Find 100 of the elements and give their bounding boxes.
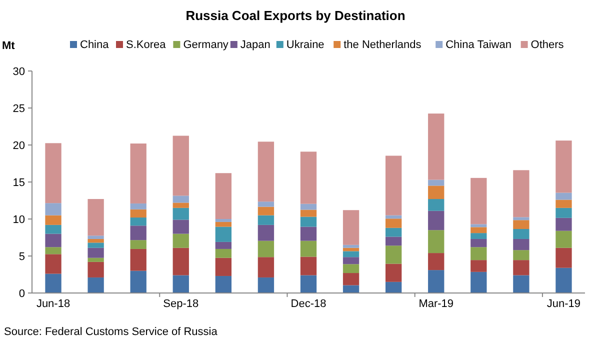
bar xyxy=(172,136,189,196)
legend-label: S.Korea xyxy=(126,39,167,51)
y-tick-label: 25 xyxy=(12,103,25,115)
bar xyxy=(88,248,104,258)
x-tick-label: Dec-18 xyxy=(290,298,326,310)
legend-label: Others xyxy=(530,39,564,51)
legend-label: China Taiwan xyxy=(446,39,512,51)
bar xyxy=(258,142,274,202)
y-tick-label: 5 xyxy=(18,251,25,263)
bar xyxy=(556,140,572,193)
bar xyxy=(172,234,189,248)
bar xyxy=(342,264,360,274)
bar xyxy=(428,180,444,186)
legend-label: the Netherlands xyxy=(344,39,422,51)
bar xyxy=(88,277,104,293)
bar xyxy=(215,248,232,258)
bar xyxy=(513,238,530,250)
bar xyxy=(130,209,146,218)
bar xyxy=(470,247,487,260)
bar xyxy=(556,208,572,218)
bar xyxy=(172,208,189,220)
bar xyxy=(428,230,444,254)
legend-label: Ukraine xyxy=(286,39,324,51)
bar xyxy=(342,210,360,245)
bar xyxy=(342,244,360,248)
legend-label: China xyxy=(80,39,110,51)
bar xyxy=(300,152,317,204)
bar xyxy=(513,260,530,276)
bar xyxy=(300,226,317,241)
bar xyxy=(470,272,487,293)
bar xyxy=(428,210,444,230)
x-tick-label: Sep-18 xyxy=(163,298,199,310)
bar xyxy=(45,274,62,293)
bar xyxy=(45,143,62,204)
legend-label: Japan xyxy=(240,39,270,51)
bar xyxy=(258,202,274,207)
bar xyxy=(470,178,487,224)
bar xyxy=(470,260,487,272)
y-axis-title: Mt xyxy=(2,40,16,52)
bar xyxy=(258,257,274,278)
y-tick-label: 20 xyxy=(12,140,25,152)
x-tick-label: Mar-19 xyxy=(418,298,454,310)
bar xyxy=(428,270,444,293)
bar xyxy=(215,276,232,293)
bar xyxy=(342,257,360,264)
bar xyxy=(215,219,232,222)
bar xyxy=(45,203,62,216)
bar xyxy=(88,199,104,236)
bar xyxy=(385,282,402,293)
bar xyxy=(130,240,146,249)
bar xyxy=(300,256,317,276)
bar xyxy=(130,144,146,204)
bar xyxy=(513,275,530,293)
bar xyxy=(88,238,104,243)
bar xyxy=(215,173,232,219)
bar xyxy=(258,215,274,225)
bar xyxy=(300,210,317,217)
bar xyxy=(45,234,62,248)
bar xyxy=(88,236,104,239)
bar xyxy=(556,268,572,293)
bar xyxy=(215,242,232,249)
bar xyxy=(215,258,232,276)
bar xyxy=(300,240,317,257)
bar xyxy=(470,224,487,228)
bar xyxy=(556,200,572,208)
bar xyxy=(470,233,487,239)
legend-label: Germany xyxy=(183,39,229,51)
bar xyxy=(342,251,360,258)
bar xyxy=(513,170,530,218)
bar xyxy=(385,246,402,264)
bar xyxy=(172,196,189,203)
bar xyxy=(45,215,62,225)
bar xyxy=(172,248,189,276)
y-tick-label: 15 xyxy=(12,177,25,189)
bar xyxy=(130,248,146,271)
bar xyxy=(300,275,317,293)
bar xyxy=(130,270,146,293)
bar xyxy=(385,228,402,237)
x-tick-label: Jun-18 xyxy=(36,298,70,310)
bar xyxy=(88,262,104,278)
bar xyxy=(130,226,146,240)
y-tick-label: 0 xyxy=(18,288,25,300)
bar xyxy=(556,218,572,231)
chart-title: Russia Coal Exports by Destination xyxy=(186,8,406,23)
bar xyxy=(556,230,572,248)
bar xyxy=(513,220,530,229)
bar xyxy=(428,199,444,211)
bar xyxy=(513,250,530,260)
bar xyxy=(428,114,444,180)
bar xyxy=(556,248,572,268)
bar xyxy=(428,253,444,270)
y-tick-label: 30 xyxy=(12,66,25,78)
bar xyxy=(385,218,402,228)
bar xyxy=(342,285,360,293)
source-note: Source: Federal Customs Service of Russia xyxy=(4,326,218,338)
bar xyxy=(215,226,232,242)
bar xyxy=(556,192,572,200)
bar xyxy=(45,254,62,274)
bar xyxy=(258,206,274,216)
bar xyxy=(130,203,146,210)
